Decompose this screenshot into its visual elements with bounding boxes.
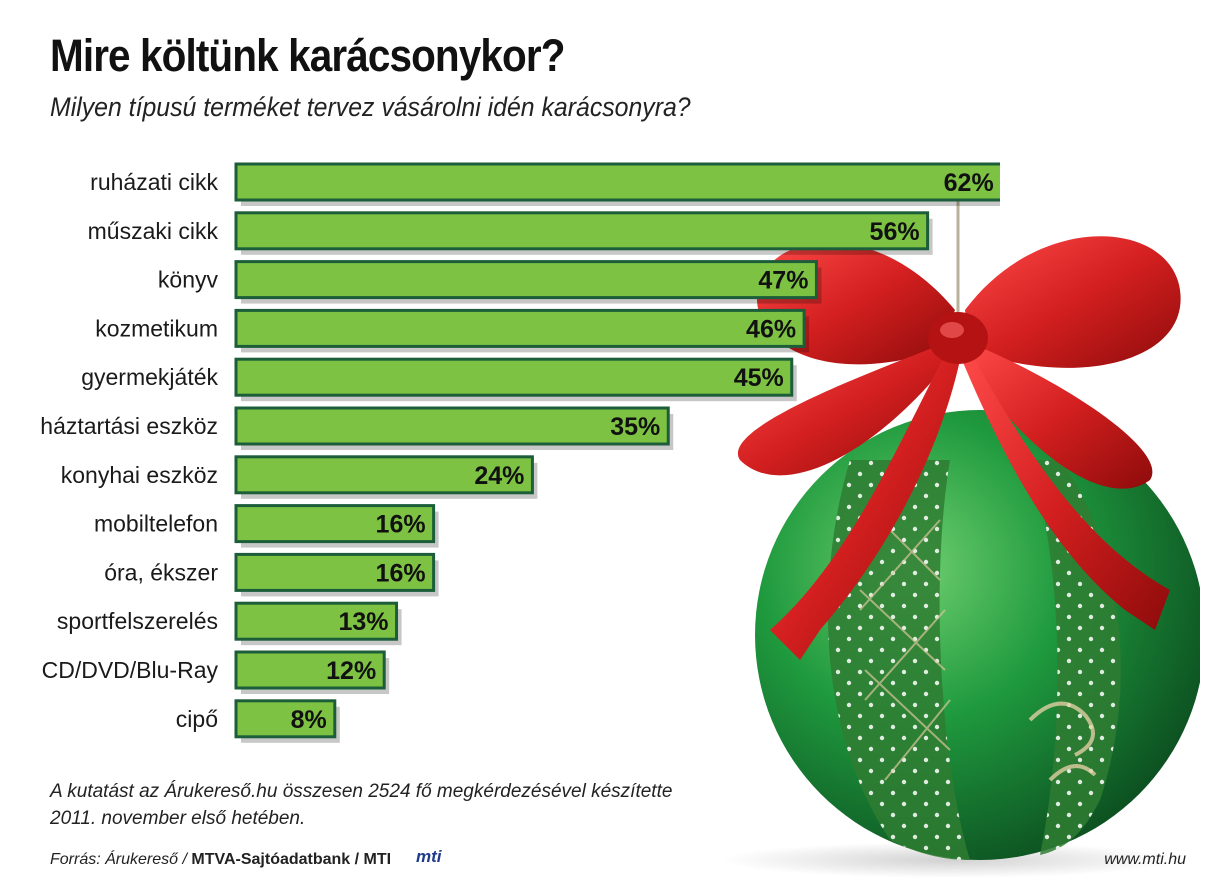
category-label: cipő [176,706,218,732]
category-label: óra, ékszer [104,559,218,585]
category-label: gyermekjáték [81,364,218,390]
category-label: műszaki cikk [88,218,219,244]
mti-logo[interactable]: mti [416,847,442,866]
value-label: 46% [746,315,796,343]
value-label: 24% [474,462,524,490]
category-label: ruházati cikk [90,169,218,195]
source-bold: MTVA-Sajtóadatbank / MTI [191,851,392,868]
value-label: 13% [339,608,389,636]
bar [234,308,806,348]
bar [234,455,534,495]
category-label: háztartási eszköz [40,413,218,439]
value-label: 16% [376,511,426,539]
value-label: 12% [326,657,376,685]
survey-note-line1: A kutatást az Árukereső.hu összesen 2524… [50,781,673,802]
bar-chart: ruházati cikk 62% műszaki cikk 56% könyv 47% k… [40,162,1000,743]
bar [234,162,1000,202]
category-label: sportfelszerelés [57,608,218,634]
category-label: mobiltelefon [94,511,218,537]
source-prefix: Forrás: Árukereső / [50,851,192,868]
page-title: Mire költünk karácsonykor? [50,30,565,81]
value-label: 8% [291,706,327,734]
bar [234,260,818,300]
category-label: konyhai eszköz [61,462,218,488]
source-credit: Forrás: Árukereső / MTVA-Sajtóadatbank /… [50,851,391,869]
bar [234,406,670,446]
value-label: 35% [610,413,660,441]
value-label: 56% [870,218,920,246]
bar [234,650,386,690]
survey-note-line2: 2011. november első hetében. [50,808,306,829]
value-label: 16% [376,559,426,587]
value-label: 45% [734,364,784,392]
bar [234,552,436,592]
category-label: könyv [158,267,219,293]
bar [234,699,337,739]
category-label: kozmetikum [95,315,218,341]
bar [234,211,930,251]
category-label: CD/DVD/Blu-Ray [42,657,219,683]
bar [234,504,436,544]
website-link[interactable]: www.mti.hu [1104,851,1186,868]
value-label: 62% [944,169,994,197]
bar [234,357,794,397]
value-label: 47% [758,267,808,295]
christmas-ornament-illustration [720,175,1200,878]
survey-note: A kutatást az Árukereső.hu összesen 2524… [50,778,750,832]
page-subtitle: Milyen típusú terméket tervez vásárolni … [50,92,691,122]
bar [234,601,399,641]
